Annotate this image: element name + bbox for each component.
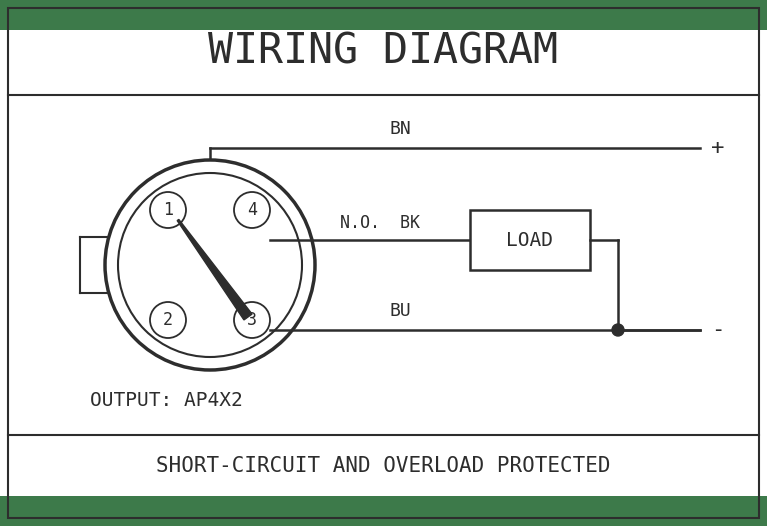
Text: -: -: [711, 320, 725, 340]
Text: 4: 4: [247, 201, 257, 219]
Text: N.O.  BK: N.O. BK: [340, 214, 420, 232]
Polygon shape: [177, 219, 252, 320]
Circle shape: [150, 192, 186, 228]
Circle shape: [150, 302, 186, 338]
Text: BU: BU: [389, 302, 411, 320]
Bar: [470, 210, 590, 270]
Circle shape: [105, 160, 315, 370]
Text: SHORT-CIRCUIT AND OVERLOAD PROTECTED: SHORT-CIRCUIT AND OVERLOAD PROTECTED: [156, 456, 611, 476]
Circle shape: [234, 192, 270, 228]
Text: +: +: [711, 138, 725, 158]
Text: WIRING DIAGRAM: WIRING DIAGRAM: [208, 31, 558, 73]
Text: LOAD: LOAD: [506, 230, 554, 249]
Circle shape: [118, 173, 302, 357]
Circle shape: [612, 324, 624, 336]
Circle shape: [234, 302, 270, 338]
Text: BN: BN: [389, 120, 411, 138]
Bar: [0, 0, 767, 30]
Text: OUTPUT: AP4X2: OUTPUT: AP4X2: [90, 390, 242, 410]
Bar: [0, 496, 767, 526]
Text: 1: 1: [163, 201, 173, 219]
Text: 2: 2: [163, 311, 173, 329]
Text: 3: 3: [247, 311, 257, 329]
